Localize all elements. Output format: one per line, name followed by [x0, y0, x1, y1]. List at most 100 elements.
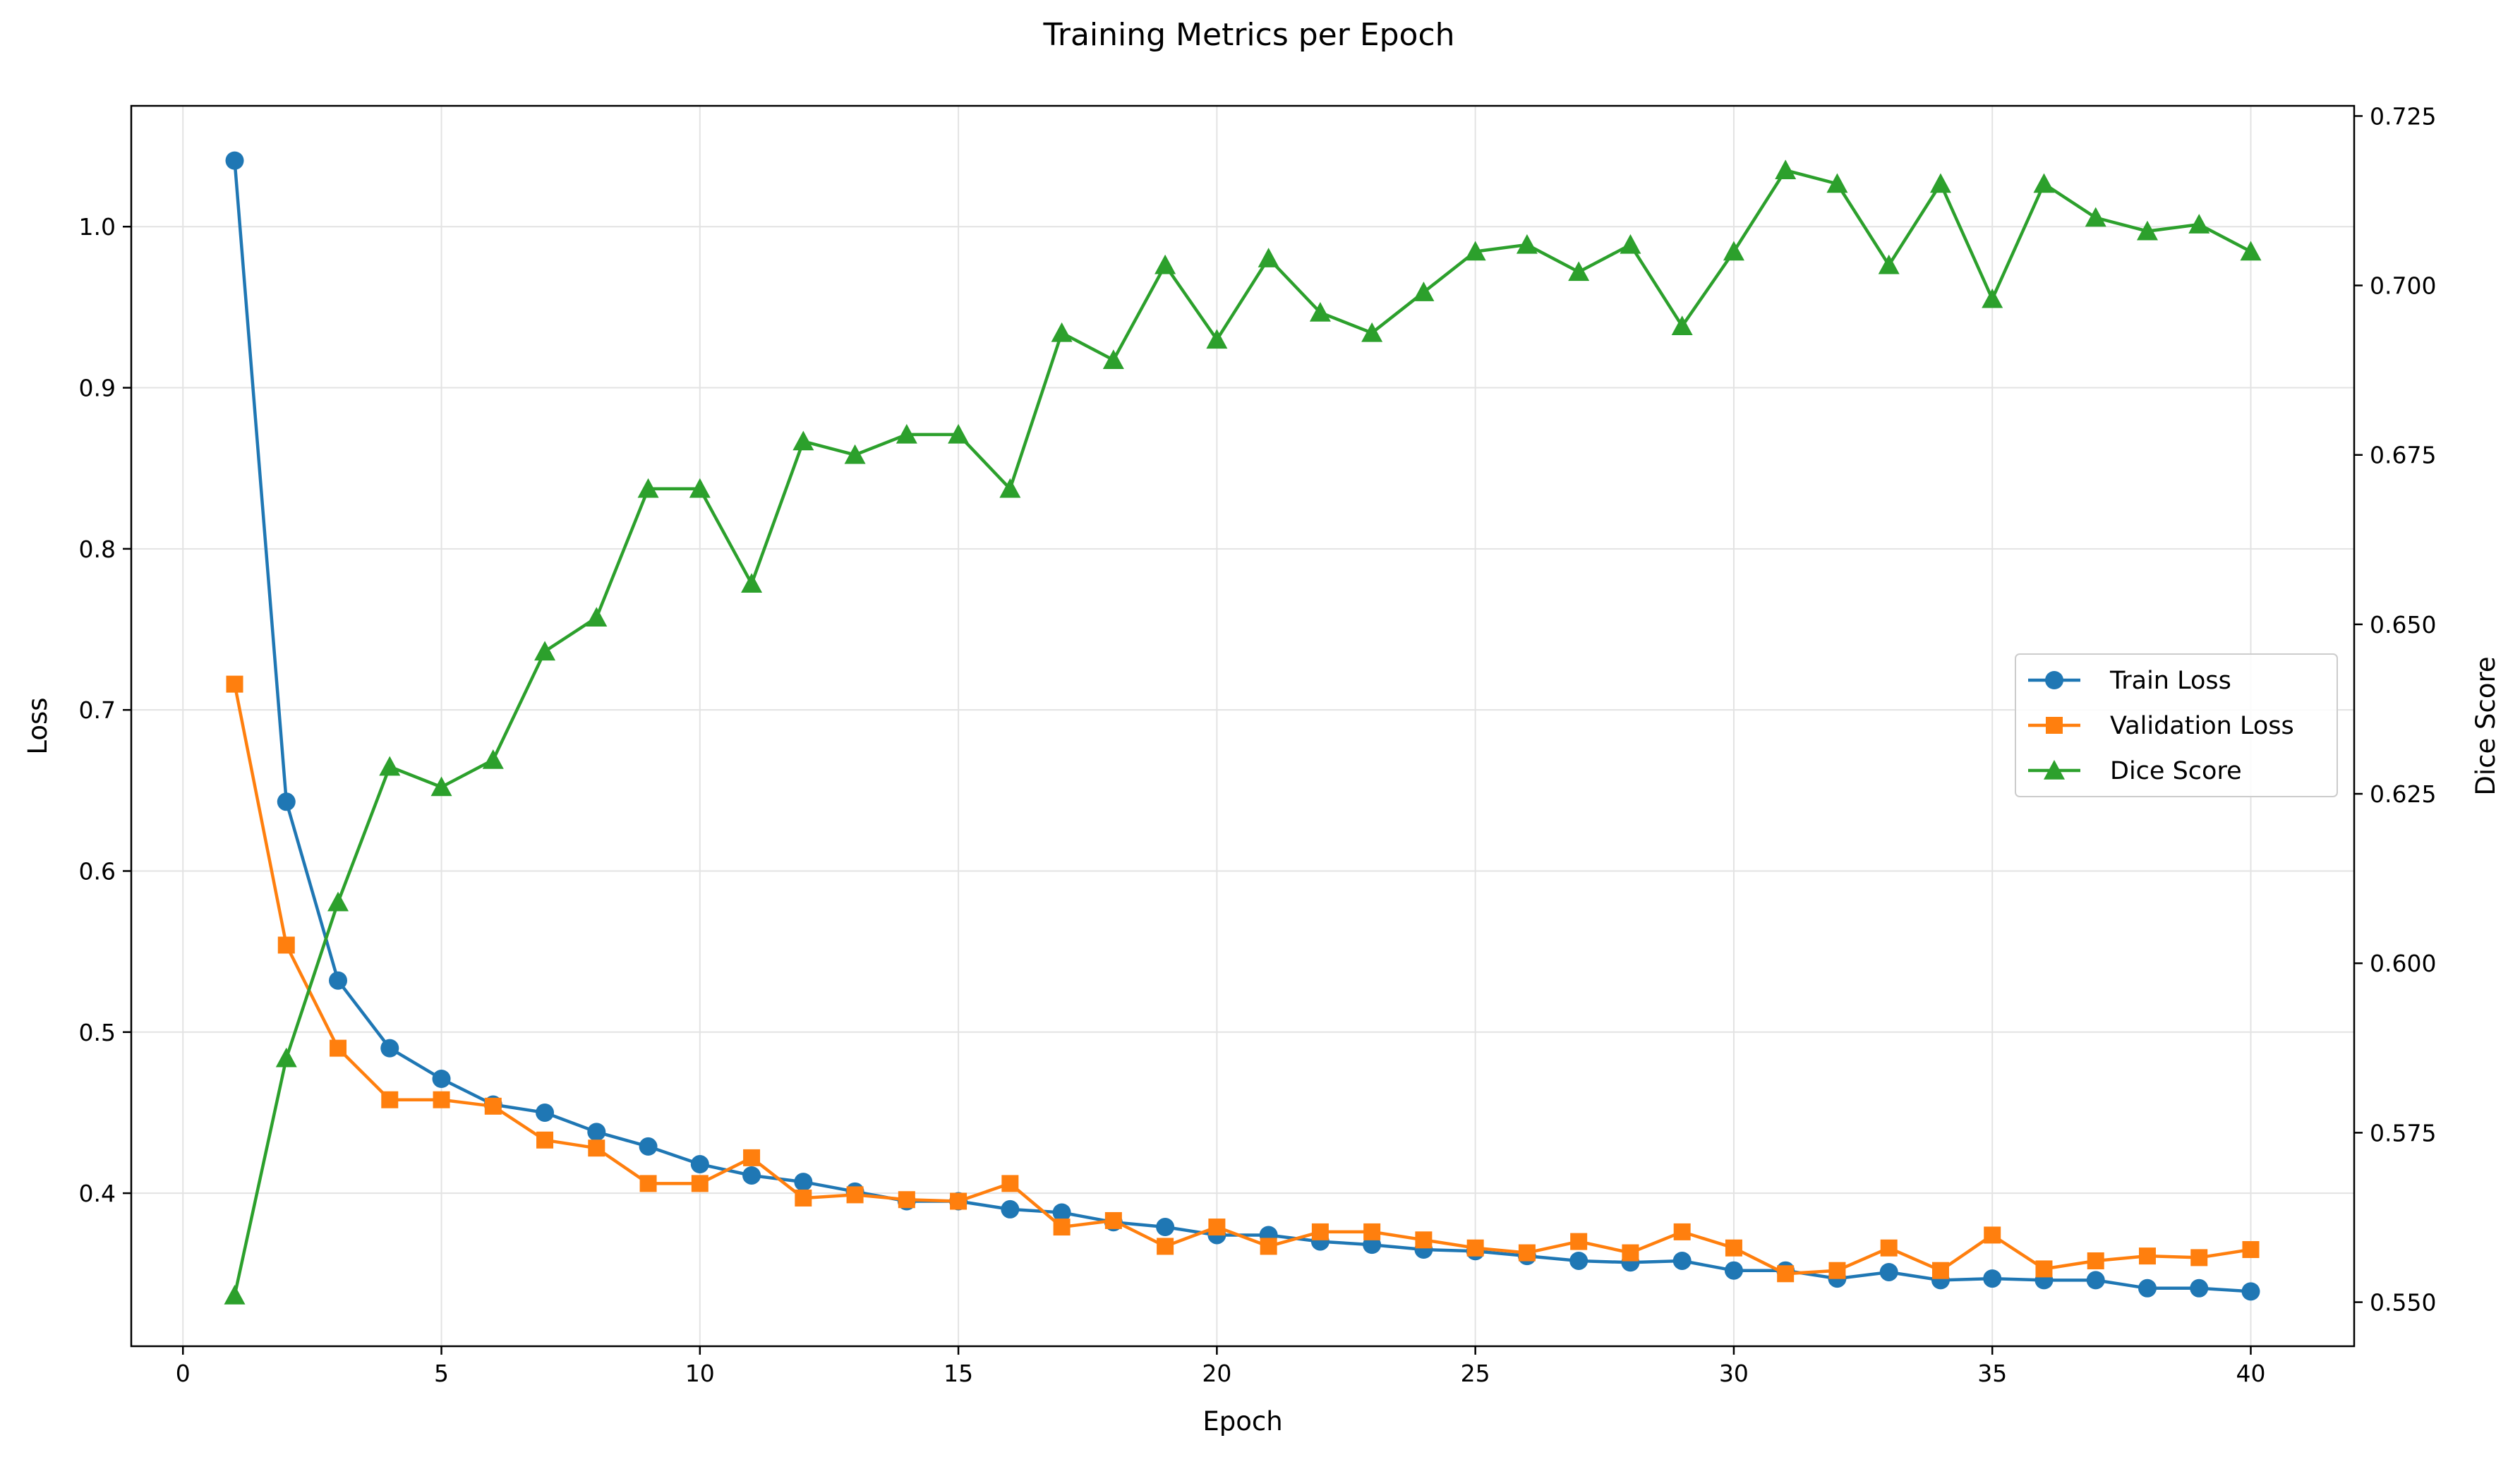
- y-tick-label: 0.4: [79, 1180, 116, 1207]
- data-point: [2190, 1249, 2208, 1266]
- y2-tick-label: 0.650: [2370, 611, 2436, 639]
- data-point: [896, 423, 917, 444]
- data-point: [1053, 1219, 1071, 1236]
- y2-tick-label: 0.625: [2370, 780, 2436, 808]
- series-layer: [224, 151, 2262, 1305]
- legend-item: Validation Loss: [2028, 712, 2294, 740]
- data-point: [2085, 207, 2106, 227]
- data-point: [1931, 1262, 1949, 1279]
- data-point: [2188, 214, 2210, 234]
- data-point: [1260, 1238, 1277, 1255]
- data-point: [1311, 1223, 1329, 1240]
- data-point: [277, 936, 295, 954]
- data-point: [1155, 254, 1176, 274]
- data-point: [690, 1155, 709, 1174]
- data-point: [1569, 1251, 1588, 1270]
- data-point: [1258, 248, 1279, 267]
- y2-tick-label: 0.675: [2370, 442, 2436, 469]
- data-point: [1052, 1203, 1071, 1222]
- data-point: [1001, 1175, 1019, 1192]
- data-point: [1157, 1238, 1174, 1255]
- data-point: [2033, 173, 2055, 193]
- data-point: [1929, 173, 1951, 193]
- chart-title: Training Metrics per Epoch: [1042, 17, 1454, 53]
- data-point: [226, 675, 243, 693]
- data-point: [1464, 241, 1486, 261]
- data-point: [536, 1131, 554, 1149]
- legend-label: Validation Loss: [2110, 712, 2294, 740]
- x-tick-label: 15: [944, 1360, 973, 1387]
- x-tick-label: 25: [1461, 1360, 1490, 1387]
- data-point: [1104, 1211, 1122, 1229]
- data-point: [2242, 1241, 2260, 1259]
- data-point: [1879, 1262, 1898, 1281]
- grid: [131, 106, 2354, 1346]
- data-point: [691, 1175, 709, 1192]
- data-point: [277, 792, 296, 811]
- data-point: [275, 1047, 297, 1068]
- x-tick-label: 20: [1202, 1360, 1231, 1387]
- x-tick-label: 5: [434, 1360, 449, 1387]
- data-point: [2035, 1260, 2053, 1278]
- data-point: [1826, 173, 1848, 193]
- data-point: [2241, 1282, 2260, 1301]
- data-point: [380, 1039, 399, 1058]
- data-point: [1363, 1223, 1381, 1240]
- data-point: [1156, 1218, 1175, 1237]
- data-point: [587, 1123, 606, 1142]
- data-point: [1983, 1269, 2002, 1288]
- data-point: [2138, 1278, 2157, 1298]
- data-point: [637, 478, 659, 498]
- data-point: [1413, 282, 1435, 301]
- data-point: [1102, 349, 1124, 369]
- data-point: [2087, 1252, 2104, 1269]
- x-axis: 0 5 10 15 20 25 30 35 40: [176, 1346, 2265, 1387]
- data-point: [950, 1192, 967, 1210]
- data-point: [2190, 1278, 2209, 1298]
- data-point: [742, 1166, 761, 1185]
- data-point: [1878, 254, 1900, 274]
- data-point: [379, 756, 401, 776]
- data-point: [792, 430, 814, 451]
- data-point: [1001, 1199, 1020, 1219]
- data-point: [846, 1186, 864, 1204]
- data-point: [1775, 159, 1797, 180]
- data-point: [689, 478, 711, 498]
- x-tick-label: 40: [2236, 1360, 2265, 1387]
- y2-tick-label: 0.550: [2370, 1289, 2436, 1317]
- data-point: [741, 573, 763, 593]
- data-point: [1723, 241, 1744, 261]
- data-point: [381, 1091, 399, 1108]
- y-tick-label: 0.5: [79, 1019, 116, 1046]
- data-point: [1671, 315, 1693, 335]
- data-point: [1309, 302, 1331, 322]
- x-tick-label: 30: [1719, 1360, 1749, 1387]
- data-point: [844, 444, 866, 464]
- data-point: [588, 1139, 605, 1157]
- data-point: [224, 1284, 246, 1305]
- x-axis-title: Epoch: [1202, 1406, 1282, 1437]
- data-point: [1984, 1226, 2001, 1244]
- data-point: [639, 1137, 658, 1156]
- y2-tick-label: 0.725: [2370, 102, 2436, 130]
- data-point: [484, 1097, 502, 1115]
- data-point: [1620, 234, 1641, 254]
- data-point: [432, 1070, 451, 1089]
- y-tick-label: 0.7: [79, 696, 116, 724]
- y2-tick-label: 0.600: [2370, 950, 2436, 977]
- data-point: [1880, 1239, 1898, 1257]
- data-point: [534, 641, 556, 661]
- legend-box: [2015, 653, 2338, 797]
- legend-marker: [2046, 717, 2063, 734]
- data-point: [327, 891, 349, 912]
- data-point: [1516, 234, 1538, 254]
- data-point: [1206, 329, 1228, 349]
- data-point: [1518, 1244, 1536, 1262]
- y-tick-label: 1.0: [79, 213, 116, 241]
- y-tick-label: 0.6: [79, 857, 116, 885]
- data-point: [329, 971, 348, 990]
- data-point: [433, 1091, 450, 1108]
- data-point: [2086, 1271, 2105, 1290]
- legend-label: Dice Score: [2110, 757, 2242, 785]
- data-point: [1466, 1239, 1484, 1257]
